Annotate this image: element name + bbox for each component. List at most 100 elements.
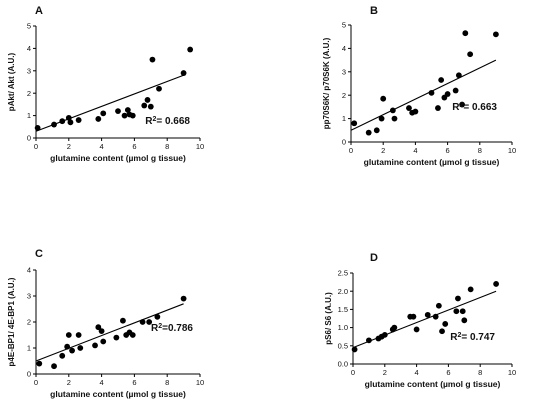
panel-b-data-point: [435, 105, 441, 111]
panel-b-data-point: [444, 91, 451, 97]
panel-c-letter: C: [35, 248, 43, 260]
panel-d-data-point: [351, 346, 358, 353]
panel-b-x-tick-label: 2: [381, 146, 385, 155]
panel-b-chart: B 0 2 4 6 8 10 0 1 2 3 4 5 glutamine content (µmol g …: [322, 5, 516, 167]
panel-b-x-axis-title: glutamine content (µmol g tissue): [364, 157, 500, 167]
panel-a-x-tick-label: 6: [132, 142, 136, 151]
panel-c-x-tick-label: 8: [165, 378, 169, 387]
panel-c-x-axis-title: glutamine content (µmol g tissue): [50, 389, 186, 399]
panel-c-data-point: [113, 334, 120, 341]
panel-c-data-point: [77, 345, 84, 351]
panel-a-x-tick-label: 0: [34, 142, 38, 151]
panel-d-x-tick-label: 10: [508, 368, 516, 377]
panel-a-data-point: [75, 117, 82, 123]
panel-c-data-point: [64, 343, 71, 350]
panel-b-data-point: [459, 101, 465, 108]
panel-c-data-point: [146, 319, 153, 325]
panel-c-y-axis-title: p4E-BP1/ 4E-BP1 (A.U.): [7, 277, 16, 366]
panel-a-y-axis-title: pAkt/ Akt (A.U.): [7, 52, 16, 111]
panel-d-r-squared: R2= 0.747: [450, 332, 495, 344]
panel-b-letter: B: [370, 5, 378, 17]
panel-c-data-point: [120, 317, 126, 324]
panel-d-x-tick-label: 4: [415, 368, 419, 377]
panel-a-x-tick-label: 10: [196, 142, 204, 151]
panel-d-x-tick-label: 6: [446, 368, 450, 377]
panel-a-data-point: [59, 118, 66, 125]
panel-c-data-point: [65, 332, 72, 338]
panel-c-data-point: [92, 342, 98, 349]
panel-b-data-point: [351, 120, 358, 127]
panel-b-r-squared: R2= 0.663: [452, 102, 497, 114]
panel-b-x-tick-label: 0: [349, 146, 353, 155]
panel-a-letter: A: [35, 5, 43, 17]
panel-d-data-point: [424, 311, 431, 318]
panel-b-data-point: [452, 87, 459, 94]
panel-d-data-point: [467, 286, 474, 293]
panel-d-data-point: [439, 328, 445, 335]
panel-a-x-tick-label: 4: [100, 142, 104, 151]
panel-c-r-squared: R2=0.786: [151, 323, 193, 335]
panel-c-data-point: [36, 360, 43, 367]
panel-b-x-tick-label: 10: [508, 146, 516, 155]
panel-b-data-point: [373, 127, 380, 134]
panel-a-data-point: [124, 107, 131, 113]
panel-a-data-point: [156, 85, 162, 92]
panel-c-y-tick-label: 0: [27, 370, 31, 379]
panel-d-data-point: [391, 324, 398, 331]
panel-b-data-point: [380, 95, 387, 102]
panel-c-y-tick-label: 4: [27, 266, 31, 275]
panel-c-x-tick-label: 2: [67, 378, 71, 387]
panel-b-data-point: [378, 115, 385, 122]
panel-a-x-tick-label: 2: [67, 142, 71, 151]
panel-b-data-point: [406, 105, 412, 111]
panel-b-x-tick-label: 6: [446, 146, 450, 155]
panel-c-regression-line: [35, 303, 184, 362]
panel-b-data-point: [438, 77, 445, 83]
panel-a-data-point: [100, 110, 107, 117]
panel-b-data-point: [391, 115, 398, 122]
panel-c-data-point: [129, 332, 136, 338]
panel-a-y-tick-label: 5: [27, 22, 31, 31]
panel-d-data-point: [381, 331, 388, 338]
panel-b-data-point: [467, 51, 474, 58]
panel-d-data-point: [432, 313, 439, 320]
panel-c-x-tick-label: 0: [34, 378, 38, 387]
panel-d-y-tick-label: 1.5: [338, 305, 348, 314]
panel-c-x-tick-label: 6: [132, 378, 136, 387]
panel-b-y-tick-label: 1: [342, 114, 346, 123]
panel-d-data-point: [442, 321, 449, 327]
panel-a-chart: A 0 2 4 6 8 10 0 1 2 3 4 5 glutamine content (µmol g …: [7, 5, 204, 163]
panel-d-data-point: [453, 308, 460, 315]
panel-b-data-point: [428, 89, 435, 96]
panel-b-y-tick-label: 2: [342, 91, 346, 100]
panel-d-data-point: [493, 281, 499, 287]
panel-a-data-point: [141, 102, 148, 109]
panel-b-y-tick-label: 5: [342, 21, 346, 30]
panel-a-data-point: [34, 125, 41, 131]
panel-a-y-tick-label: 0: [27, 134, 31, 143]
panel-a-data-point: [180, 70, 187, 76]
panel-d-y-axis-title: pS6/ S6 (A.U.): [324, 292, 333, 345]
panel-a-y-tick-label: 4: [27, 44, 31, 53]
panel-b-x-tick-label: 4: [413, 146, 417, 155]
panel-a-data-point: [67, 119, 74, 126]
panel-d-x-axis-title: glutamine content (µmol g tissue): [365, 379, 501, 389]
panel-b-data-point: [493, 31, 499, 38]
panel-d-data-point: [435, 302, 442, 309]
panel-b-y-tick-label: 0: [342, 138, 346, 147]
panel-a-y-tick-label: 2: [27, 89, 31, 98]
panel-c-x-tick-label: 10: [196, 378, 204, 387]
panel-a-data-point: [95, 116, 102, 122]
panel-a-data-point: [129, 112, 136, 119]
panel-c-data-point: [100, 338, 107, 345]
panel-c-data-point: [51, 363, 57, 370]
panel-c-y-tick-label: 3: [27, 292, 31, 301]
panel-a-data-point: [51, 121, 57, 128]
panel-a-data-point: [115, 108, 121, 115]
panel-a-data-point: [144, 97, 151, 103]
panel-d-y-tick-label: 0.0: [338, 360, 348, 369]
panel-d-letter: D: [370, 252, 378, 264]
panel-d-data-point: [413, 326, 420, 333]
panel-c-data-point: [59, 352, 66, 359]
panel-a-y-tick-label: 3: [27, 66, 31, 75]
